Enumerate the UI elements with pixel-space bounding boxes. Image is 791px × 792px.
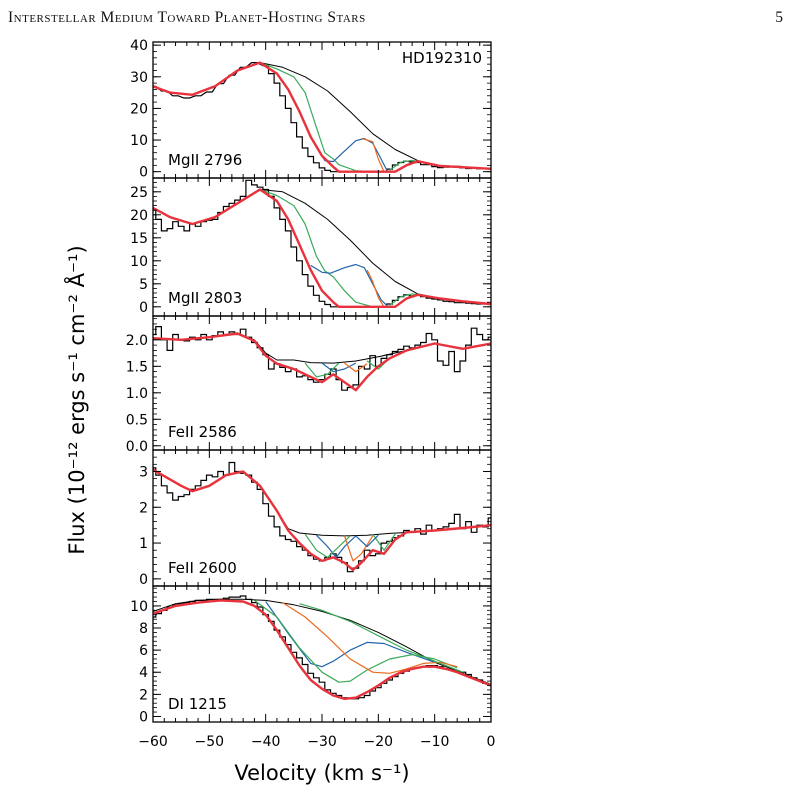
panel-line-label: DI 1215	[168, 695, 227, 713]
panel-plot-area	[153, 61, 491, 173]
y-tick-label: 0	[139, 300, 148, 316]
y-tick-label: 0.5	[126, 412, 148, 428]
y-tick-label: 6	[139, 643, 148, 659]
observed-flux-histogram	[153, 179, 491, 308]
y-tick-label: 15	[130, 231, 148, 247]
absorption-component-line	[344, 362, 368, 373]
panel-line-label: MgII 2803	[168, 289, 242, 307]
absorption-component-line	[259, 62, 373, 173]
y-tick-label: 8	[139, 621, 148, 637]
y-tick-label: 10	[130, 133, 148, 149]
y-tick-label: 10	[130, 254, 148, 270]
y-tick-label: 2	[139, 500, 148, 516]
absorption-component-line	[372, 533, 396, 551]
panel-line-label: FeII 2586	[168, 423, 237, 441]
y-tick-label: 25	[130, 185, 148, 201]
continuum-line	[153, 469, 491, 537]
y-tick-label: 2	[139, 687, 148, 703]
panel-plot-area	[153, 595, 491, 700]
x-tick-label: −40	[251, 734, 281, 750]
x-tick-label: −10	[420, 734, 450, 750]
panel-plot-area	[153, 179, 491, 308]
observed-flux-histogram	[153, 326, 491, 391]
observed-flux-histogram	[153, 461, 491, 573]
absorption-component-line	[343, 535, 374, 562]
absorption-component-line	[299, 603, 464, 673]
total-fit-line	[153, 599, 491, 700]
absorption-component-line	[265, 601, 435, 668]
y-tick-label: 1.0	[126, 386, 148, 402]
panel-plot-area	[153, 461, 491, 573]
y-tick-label: 20	[130, 208, 148, 224]
x-tick-label: −30	[307, 734, 337, 750]
absorption-component-line	[304, 533, 351, 558]
total-fit-line	[153, 332, 491, 392]
x-tick-label: 0	[487, 734, 496, 750]
y-tick-label: 0	[139, 572, 148, 588]
y-tick-label: 5	[139, 277, 148, 293]
y-tick-label: 3	[139, 464, 148, 480]
continuum-line	[153, 189, 491, 305]
absorption-component-line	[321, 362, 357, 373]
y-tick-label: 4	[139, 665, 148, 681]
absorption-component-line	[310, 263, 388, 306]
y-tick-label: 2.0	[126, 333, 148, 349]
absorption-component-line	[254, 599, 458, 683]
x-tick-label: −20	[364, 734, 394, 750]
panel-plot-area	[153, 326, 491, 392]
absorption-component-line	[282, 602, 458, 674]
running-head: Interstellar Medium Toward Planet-Hostin…	[8, 9, 366, 26]
total-fit-line	[153, 188, 491, 308]
panel-line-label: MgII 2796	[168, 151, 242, 169]
y-tick-label: 20	[130, 101, 148, 117]
absorption-component-line	[259, 188, 373, 308]
y-tick-label: 10	[130, 599, 148, 615]
total-fit-line	[153, 468, 491, 572]
y-tick-label: 1	[139, 536, 148, 552]
page-number: 5	[775, 9, 783, 26]
y-tick-label: 0	[139, 165, 148, 181]
x-axis-label: Velocity (km s⁻¹)	[234, 761, 409, 785]
x-tick-label: −50	[195, 734, 225, 750]
x-tick-label: −60	[138, 734, 168, 750]
star-name-label: HD192310	[402, 49, 482, 67]
y-tick-label: 40	[130, 38, 148, 54]
absorption-component-line	[355, 534, 379, 548]
panel-line-label: FeII 2600	[168, 559, 237, 577]
y-tick-label: 0.0	[126, 439, 148, 455]
y-tick-label: 1.5	[126, 359, 148, 375]
absorption-component-line	[304, 362, 340, 378]
y-axis-label: Flux (10⁻¹² ergs s⁻¹ cm⁻² Å⁻¹)	[63, 245, 89, 554]
y-tick-label: 0	[139, 709, 148, 725]
absorption-component-line	[366, 269, 390, 308]
y-tick-label: 30	[130, 70, 148, 86]
total-fit-line	[153, 61, 491, 173]
